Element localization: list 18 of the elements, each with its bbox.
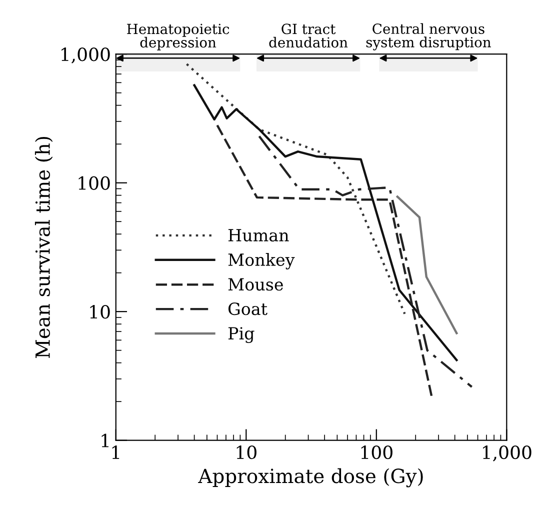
y-axis-title: Mean survival time (h) [34, 136, 53, 358]
y-tick-label: 1,000 [62, 48, 110, 64]
band-label: GI tract denudation [269, 24, 348, 48]
legend-label: Monkey [228, 253, 295, 270]
legend-label: Mouse [228, 278, 283, 291]
band-label: Hematopoietic depression [127, 24, 230, 50]
y-tick-label: 100 [78, 176, 110, 190]
legend-label: Human [228, 229, 289, 242]
legend-label: Pig [228, 327, 254, 344]
x-tick-label: 1 [112, 446, 120, 459]
x-tick-label: 1,000 [483, 446, 532, 462]
band-label: Central nervous system disruption [366, 23, 491, 50]
x-axis-title: Approximate dose (Gy) [198, 468, 423, 488]
x-tick-label: 100 [361, 446, 392, 460]
legend-label: Goat [228, 302, 268, 316]
y-tick-label: 1 [102, 434, 108, 448]
y-tick-label: 10 [90, 305, 110, 319]
x-tick-label: 10 [236, 446, 256, 460]
